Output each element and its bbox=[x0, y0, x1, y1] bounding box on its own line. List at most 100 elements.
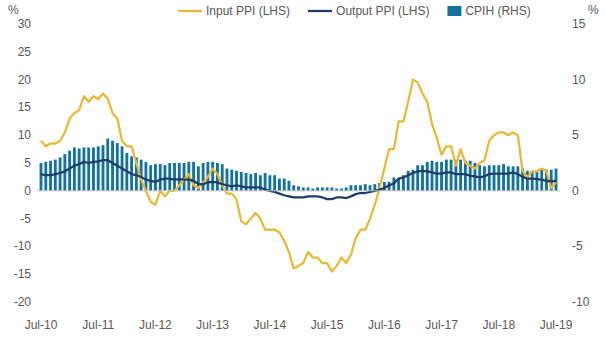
plot-area bbox=[40, 80, 558, 272]
y-tick-label: -10 bbox=[14, 239, 32, 253]
x-axis-line bbox=[37, 190, 560, 191]
chart: %% -20 -15 -10 -5 0 5 10 15 20 25 30 -10 -5 0 5 10 15 Jul-… bbox=[0, 0, 606, 350]
cpih-bar bbox=[268, 175, 271, 191]
cpih-bar bbox=[307, 187, 310, 190]
y2-tick-label: 5 bbox=[572, 128, 579, 142]
cpih-bar bbox=[297, 186, 300, 190]
cpih-bar bbox=[82, 147, 85, 190]
cpih-bar bbox=[354, 185, 357, 191]
cpih-bar bbox=[106, 139, 109, 191]
y2-axis-label: % bbox=[588, 3, 599, 17]
x-tick-label: Jul-14 bbox=[254, 318, 287, 332]
cpih-bar bbox=[302, 187, 305, 190]
y2-tick-label: 15 bbox=[572, 17, 586, 31]
cpih-bar bbox=[345, 187, 348, 190]
cpih-bar bbox=[416, 165, 419, 191]
cpih-bar bbox=[330, 187, 333, 190]
cpih-bar bbox=[555, 169, 558, 191]
cpih-bar bbox=[512, 166, 515, 190]
cpih-bar bbox=[359, 185, 362, 191]
y-tick-label: -20 bbox=[14, 295, 32, 309]
cpih-bar bbox=[240, 172, 243, 191]
x-tick-label: Jul-13 bbox=[196, 318, 229, 332]
cpih-bar bbox=[235, 171, 238, 191]
cpih-bar bbox=[493, 165, 496, 191]
cpih-bar bbox=[326, 187, 329, 190]
cpih-bar bbox=[507, 166, 510, 190]
cpih-bar bbox=[159, 164, 162, 191]
cpih-bar bbox=[173, 163, 176, 191]
cpih-bar bbox=[369, 185, 372, 191]
cpih-bar bbox=[92, 147, 95, 190]
y-tick-label: -5 bbox=[20, 212, 31, 226]
cpih-bar bbox=[535, 171, 538, 191]
y-tick-label: 20 bbox=[18, 73, 32, 87]
y2-tick-label: -5 bbox=[572, 239, 583, 253]
legend-swatch bbox=[447, 6, 461, 16]
cpih-bar bbox=[278, 179, 281, 191]
cpih-bar bbox=[526, 171, 529, 191]
cpih-bar bbox=[40, 163, 43, 191]
cpih-bar bbox=[73, 147, 76, 190]
legend-label: Input PPI (LHS) bbox=[206, 4, 290, 18]
x-tick-label: Jul-10 bbox=[25, 318, 58, 332]
cpih-bar bbox=[283, 179, 286, 191]
cpih-bar bbox=[68, 151, 71, 191]
cpih-bar bbox=[488, 165, 491, 191]
y2-tick-label: -10 bbox=[572, 295, 590, 309]
x-tick-label: Jul-17 bbox=[425, 318, 458, 332]
cpih-bar bbox=[445, 160, 448, 191]
y-tick-label: 15 bbox=[18, 100, 32, 114]
cpih-bar bbox=[431, 161, 434, 191]
cpih-bar bbox=[154, 164, 157, 191]
legend-label: Output PPI (LHS) bbox=[336, 4, 429, 18]
legend-label: CPIH (RHS) bbox=[465, 4, 530, 18]
y-tick-label: 0 bbox=[24, 184, 31, 198]
cpih-bar bbox=[202, 163, 205, 191]
cpih-bar bbox=[168, 163, 171, 191]
cpih-bar bbox=[483, 166, 486, 190]
cpih-bar bbox=[226, 169, 229, 191]
x-tick-label: Jul-12 bbox=[139, 318, 172, 332]
cpih-bar bbox=[440, 162, 443, 191]
cpih-bar bbox=[102, 145, 105, 191]
x-tick-label: Jul-15 bbox=[311, 318, 344, 332]
y-tick-label: 10 bbox=[18, 128, 32, 142]
x-tick-label: Jul-19 bbox=[540, 318, 573, 332]
cpih-bar bbox=[435, 162, 438, 191]
cpih-bar bbox=[149, 165, 152, 191]
cpih-bar bbox=[111, 141, 114, 191]
cpih-bar bbox=[421, 165, 424, 191]
y2-tick-label: 0 bbox=[572, 184, 579, 198]
cpih-bar bbox=[78, 149, 81, 191]
series-line bbox=[41, 80, 556, 272]
cpih-bar bbox=[464, 161, 467, 191]
y-tick-label: 25 bbox=[18, 45, 32, 59]
y-tick-label: 5 bbox=[24, 156, 31, 170]
series-line bbox=[41, 160, 556, 199]
cpih-bar bbox=[350, 185, 353, 191]
y-tick-label: -15 bbox=[14, 267, 32, 281]
cpih-bar bbox=[97, 146, 100, 190]
y-axis-label: % bbox=[8, 3, 19, 17]
cpih-bar bbox=[364, 184, 367, 191]
y-tick-label: 30 bbox=[18, 17, 32, 31]
legend: Input PPI (LHS) Output PPI (LHS) CPIH (RHS… bbox=[178, 4, 531, 18]
cpih-bar bbox=[211, 162, 214, 191]
cpih-bar bbox=[273, 175, 276, 191]
x-tick-label: Jul-16 bbox=[368, 318, 401, 332]
y2-tick-label: 10 bbox=[572, 73, 586, 87]
x-tick-label: Jul-18 bbox=[482, 318, 515, 332]
cpih-bar bbox=[316, 187, 319, 190]
cpih-bar bbox=[497, 165, 500, 191]
cpih-bar bbox=[230, 170, 233, 191]
legend-swatch bbox=[308, 10, 332, 12]
cpih-bar bbox=[87, 147, 90, 190]
x-tick-label: Jul-11 bbox=[82, 318, 114, 332]
cpih-bar bbox=[516, 166, 519, 190]
legend-swatch bbox=[178, 10, 202, 12]
cpih-bar bbox=[450, 160, 453, 191]
cpih-bar bbox=[502, 164, 505, 191]
cpih-bar bbox=[321, 187, 324, 190]
cpih-bar bbox=[292, 185, 295, 191]
